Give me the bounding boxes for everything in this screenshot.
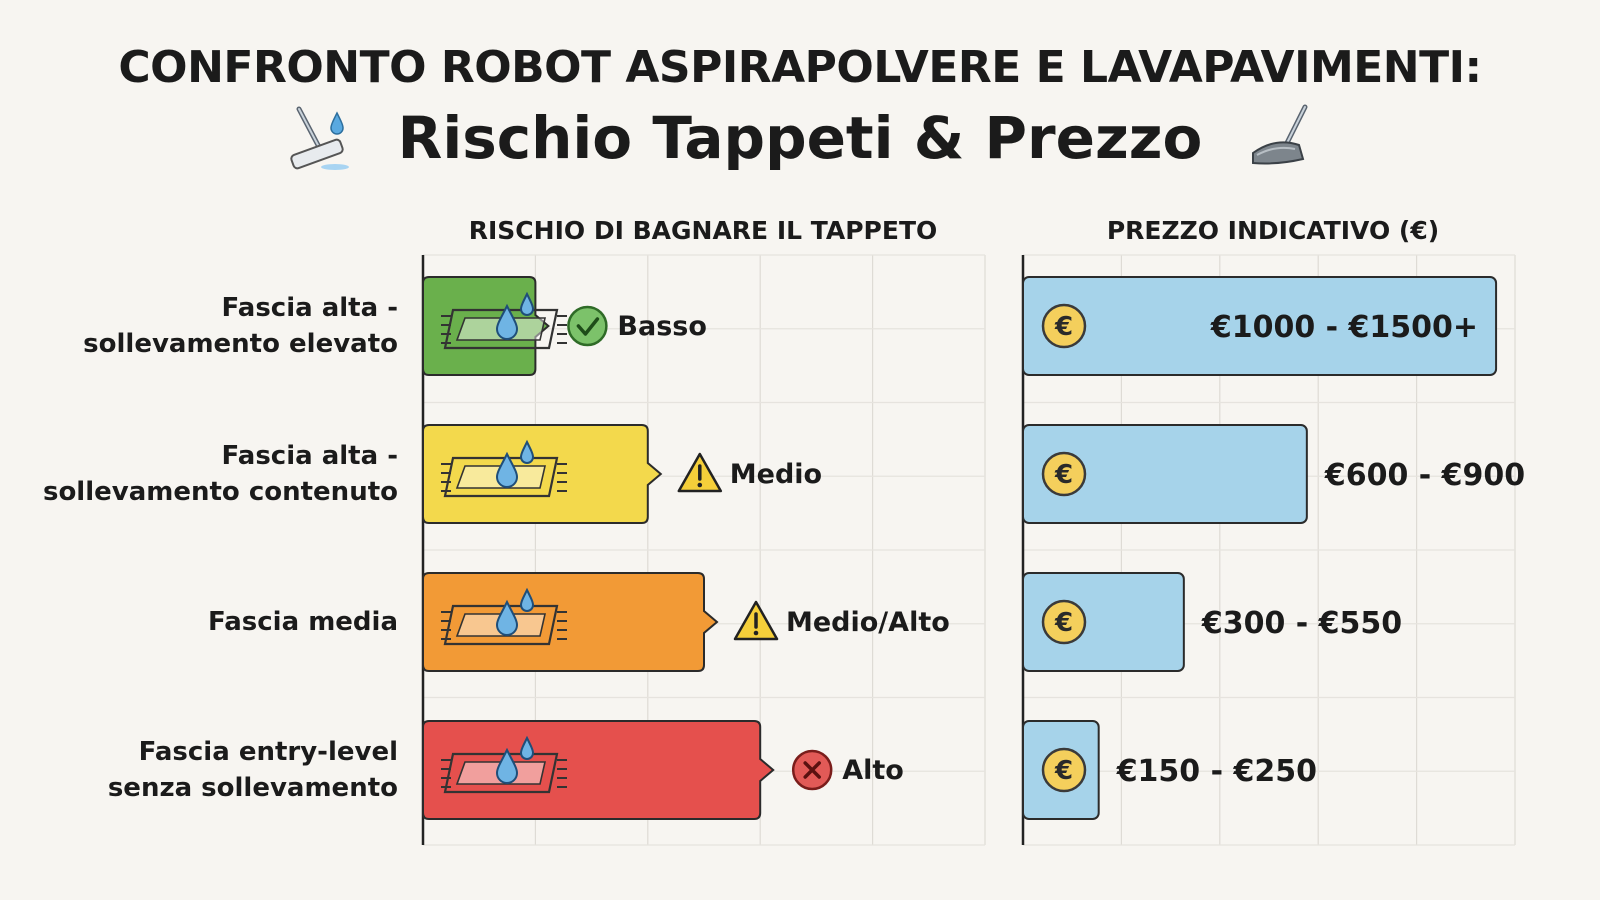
water-drop-icon: [519, 735, 535, 760]
price-bar: [1022, 424, 1308, 524]
check-icon: [567, 305, 608, 347]
risk-column-header: RISCHIO DI BAGNARE IL TAPPETO: [468, 216, 938, 245]
category-label-line: Fascia alta -: [221, 293, 398, 323]
subtitle-row: Rischio Tappeti & Prezzo: [0, 100, 1600, 173]
risk-level-label: Basso: [617, 311, 707, 342]
risk-bar: [422, 572, 719, 672]
water-drop-icon: [495, 599, 519, 636]
risk-level-label: Medio: [730, 459, 822, 490]
warning-icon: [733, 600, 779, 641]
chart-title: CONFRONTO ROBOT ASPIRAPOLVERE E LAVAPAVI…: [118, 42, 1482, 93]
price-column-header: PREZZO INDICATIVO (€): [1106, 216, 1440, 245]
category-label: Fascia entry-level senza sollevamento: [20, 734, 398, 806]
category-label-line: Fascia media: [208, 607, 398, 637]
price-bar: [1022, 276, 1498, 376]
price-bar-group: € €150 - €250: [1022, 720, 1317, 820]
svg-text:€: €: [1054, 460, 1073, 490]
risk-bar: [422, 720, 775, 820]
category-label: Fascia alta - sollevamento elevato: [20, 290, 398, 362]
water-drop-icon: [519, 291, 535, 316]
risk-bar: [422, 424, 663, 524]
vacuum-icon: [1245, 103, 1315, 173]
euro-coin-icon: €: [1041, 303, 1087, 349]
water-drop-icon: [519, 587, 535, 612]
price-bar-group: € €1000 - €1500+: [1022, 276, 1498, 376]
euro-coin-icon: €: [1041, 747, 1087, 793]
rug-water-icon: [441, 587, 567, 646]
category-label-line: Fascia alta -: [221, 441, 398, 471]
price-bar-group: € €300 - €550: [1022, 572, 1402, 672]
risk-bar-group: Alto: [422, 720, 904, 820]
price-range-label: €600 - €900: [1324, 458, 1525, 493]
euro-coin-icon: €: [1041, 451, 1087, 497]
svg-text:€: €: [1054, 608, 1073, 638]
error-icon: [791, 749, 833, 791]
svg-text:€: €: [1054, 312, 1073, 342]
warning-icon: [677, 452, 723, 493]
risk-bar-group: Basso: [422, 276, 707, 376]
water-drop-icon: [495, 303, 519, 340]
category-label-line: sollevamento elevato: [83, 329, 398, 359]
price-range-label: €150 - €250: [1116, 754, 1317, 789]
category-label-line: sollevamento contenuto: [42, 477, 398, 507]
price-range-label: €300 - €550: [1201, 606, 1402, 641]
risk-level-label: Medio/Alto: [786, 607, 950, 638]
svg-text:€: €: [1054, 756, 1073, 786]
mop-icon: [285, 103, 355, 173]
price-bar-group: € €600 - €900: [1022, 424, 1525, 524]
category-label: Fascia media: [20, 604, 398, 640]
water-drop-icon: [495, 747, 519, 784]
rug-water-icon: [441, 735, 567, 794]
chart-subtitle: Rischio Tappeti & Prezzo: [397, 103, 1203, 172]
water-drop-icon: [519, 439, 535, 464]
water-drop-icon: [495, 451, 519, 488]
risk-bar-group: Medio: [422, 424, 822, 524]
price-bar: [1022, 572, 1185, 672]
category-label-line: Fascia entry-level: [138, 737, 398, 767]
category-label: Fascia alta - sollevamento contenuto: [20, 438, 398, 510]
risk-level-label: Alto: [842, 755, 904, 786]
risk-bar-group: Medio/Alto: [422, 572, 950, 672]
rug-water-icon: [441, 439, 567, 498]
rug-water-icon: [441, 291, 567, 350]
price-range-label: €1000 - €1500+: [1210, 310, 1478, 345]
category-label-line: senza sollevamento: [107, 773, 398, 803]
euro-coin-icon: €: [1041, 599, 1087, 645]
